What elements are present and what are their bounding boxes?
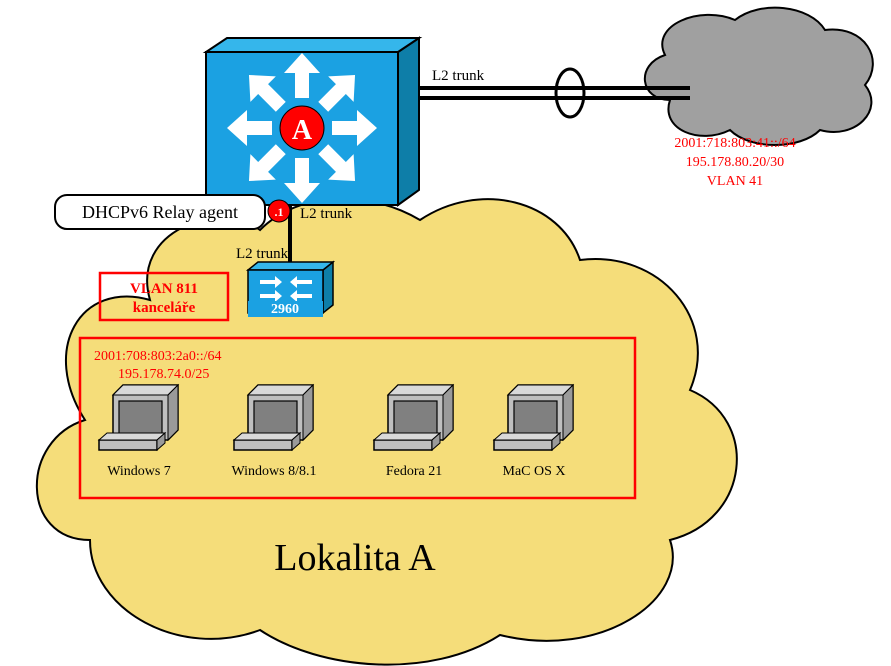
wan-ipv4: 195.178.80.20/30 bbox=[686, 155, 784, 170]
wan-ipv6: 2001:718:803:41::/64 bbox=[674, 136, 795, 151]
wan-vlan: VLAN 41 bbox=[707, 174, 763, 189]
trunk-label-low: L2 trunk bbox=[236, 246, 289, 262]
vlan-box-line1: VLAN 811 bbox=[130, 281, 198, 297]
access-switch: 2960 bbox=[248, 262, 333, 317]
dhcp-relay-text: DHCPv6 Relay agent bbox=[82, 202, 238, 222]
trunk-label-top: L2 trunk bbox=[432, 68, 485, 84]
wan-addresses: 2001:718:803:41::/64 195.178.80.20/30 VL… bbox=[674, 136, 795, 189]
dhcp-relay-badge: .1 bbox=[275, 205, 284, 219]
lan-ipv6: 2001:708:803:2a0::/64 bbox=[94, 349, 222, 364]
pc-label: Windows 8/8.1 bbox=[232, 464, 317, 479]
pc-label: MaC OS X bbox=[502, 464, 565, 479]
core-switch-label: 3560/3750/6500 bbox=[266, 21, 377, 40]
site-label: Lokalita A bbox=[274, 537, 436, 579]
trunk-label-mid: L2 trunk bbox=[300, 206, 353, 222]
access-switch-label: 2960 bbox=[271, 302, 299, 317]
dhcp-relay-callout: DHCPv6 Relay agent .1 bbox=[55, 195, 290, 229]
vlan-box-line2: kanceláře bbox=[133, 300, 196, 316]
wan-cloud bbox=[645, 8, 873, 145]
core-switch-badge: A bbox=[292, 115, 313, 146]
pc-label: Fedora 21 bbox=[386, 464, 442, 479]
core-switch: 3560/3750/6500 bbox=[206, 21, 419, 205]
network-diagram: L2 trunk 2001:718:803:41::/64 195.178.80… bbox=[0, 0, 891, 666]
lan-ipv4: 195.178.74.0/25 bbox=[118, 367, 209, 382]
pc-label: Windows 7 bbox=[107, 464, 171, 479]
